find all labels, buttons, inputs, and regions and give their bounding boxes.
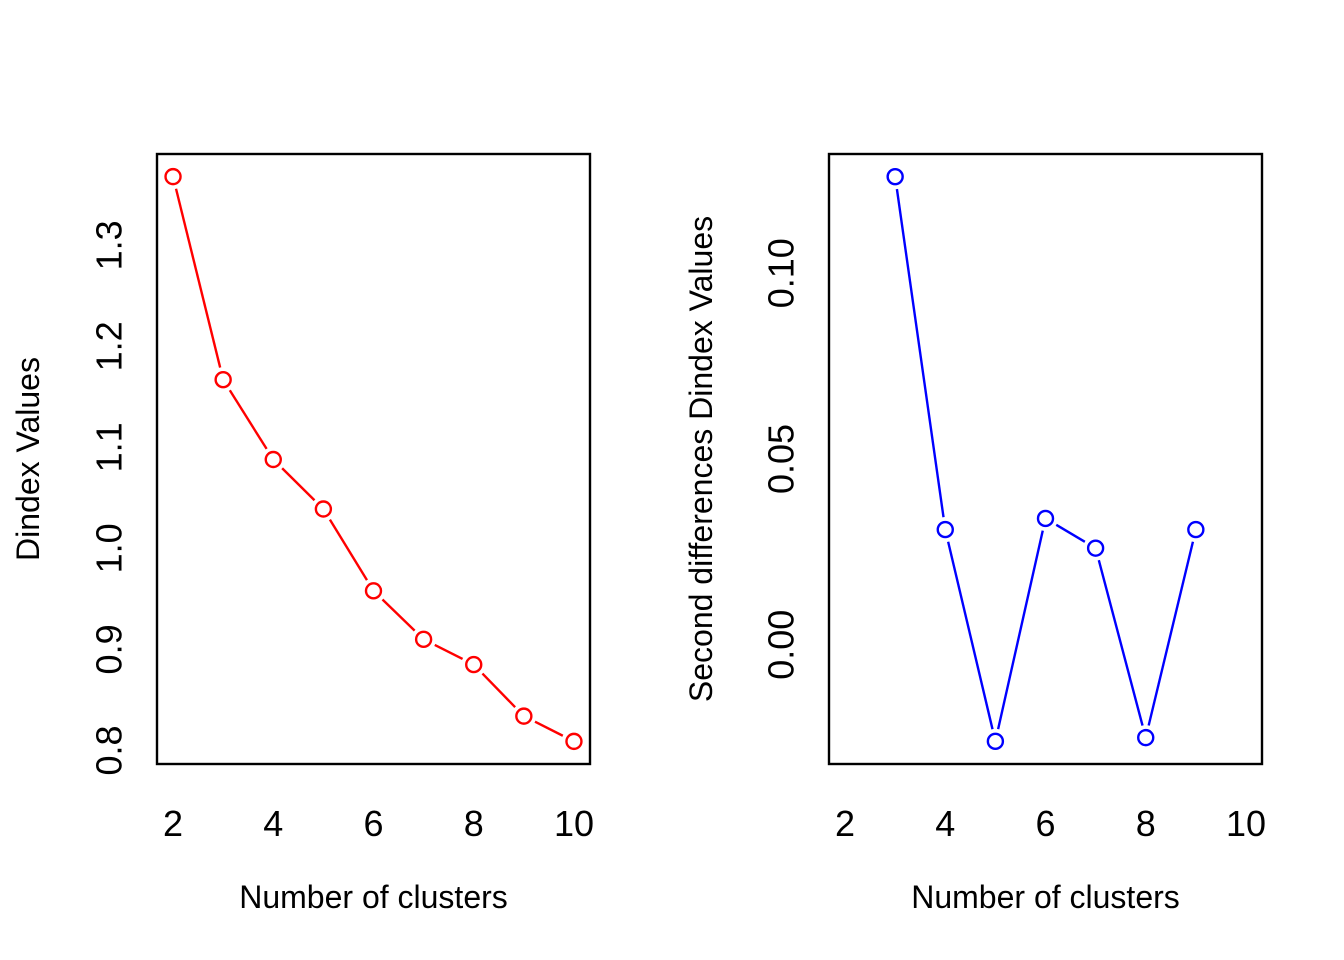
x-tick-label: 4 <box>935 803 955 844</box>
data-point <box>364 582 383 600</box>
data-point <box>986 732 1005 751</box>
plot-box <box>155 152 592 766</box>
series-segment <box>174 188 222 368</box>
series-segment <box>1097 559 1144 726</box>
data-point <box>1187 520 1205 539</box>
series-segment <box>281 467 316 502</box>
plot-second-differences: 2 4 6 8 10 0.00 0.05 0.10 Number of clusters Seco… <box>683 152 1266 915</box>
series-segment <box>1147 541 1195 726</box>
x-tick-label: 2 <box>835 803 855 844</box>
data-point <box>264 450 282 469</box>
data-point <box>465 655 483 674</box>
x-tick-label: 10 <box>1226 803 1266 844</box>
plot-dindex: 2 4 6 8 10 0.8 0.9 1.0 1.1 1.2 1.3 Number of cluste… <box>10 152 594 915</box>
series-segment <box>996 530 1044 730</box>
series-segment <box>328 519 368 581</box>
data-point <box>314 500 333 518</box>
series-segment <box>946 541 994 730</box>
data-point <box>515 707 533 725</box>
data-point <box>565 732 583 751</box>
x-axis-title: Number of clusters <box>239 879 508 915</box>
x-tick-label: 8 <box>464 803 484 844</box>
series-segment <box>895 188 945 518</box>
data-point <box>936 520 954 539</box>
x-tick-label: 6 <box>1035 803 1055 844</box>
series-segment <box>381 598 416 632</box>
x-tick-label: 8 <box>1136 803 1156 844</box>
data-point <box>886 167 904 186</box>
y-tick-label: 0.8 <box>89 725 130 775</box>
x-tick-label: 6 <box>363 803 383 844</box>
series-segment <box>1055 523 1086 543</box>
series-segment <box>434 643 464 661</box>
y-tick-label: 1.1 <box>89 422 130 472</box>
y-tick-label: 0.05 <box>761 424 802 494</box>
data-point <box>1086 539 1105 557</box>
x-axis-title: Number of clusters <box>911 879 1180 915</box>
data-point <box>414 630 433 649</box>
data-point <box>1036 509 1055 528</box>
y-tick-label: 0.9 <box>89 624 130 674</box>
series-segment <box>481 672 516 708</box>
data-point <box>214 370 232 389</box>
x-tick-label: 2 <box>163 803 183 844</box>
series-segment <box>534 720 564 737</box>
y-axis-title: Dindex Values <box>10 357 46 561</box>
y-tick-label: 1.2 <box>89 321 130 371</box>
data-point <box>164 167 182 186</box>
y-tick-label: 0.10 <box>761 238 802 308</box>
y-tick-label: 1.3 <box>89 220 130 270</box>
x-tick-label: 4 <box>263 803 283 844</box>
data-point <box>1137 728 1155 747</box>
series-segment <box>228 389 268 450</box>
x-tick-label: 10 <box>554 803 594 844</box>
y-axis-title: Second differences Dindex Values <box>683 216 719 702</box>
y-tick-label: 1.0 <box>89 523 130 573</box>
y-tick-label: 0.00 <box>761 610 802 680</box>
plot-box <box>827 152 1264 766</box>
